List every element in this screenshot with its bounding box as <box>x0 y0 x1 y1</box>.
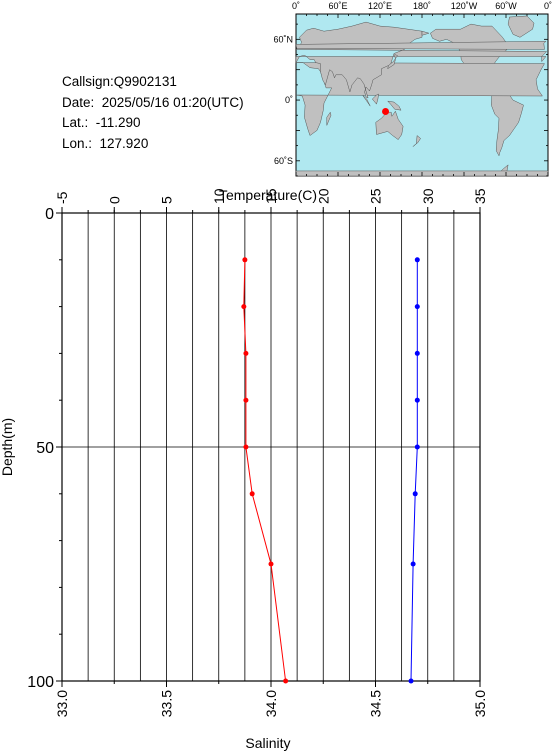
salinity-profile-line <box>410 259 418 682</box>
salinity-data-point <box>414 397 420 403</box>
temperature-tick-label: 5 <box>159 196 175 204</box>
africa-landmass <box>295 62 545 136</box>
map-latitude-label: 0˚ <box>285 95 293 105</box>
salinity-tick-label: 33.5 <box>159 690 175 717</box>
temperature-tick-label: 20 <box>315 188 331 204</box>
depth-tick-label: 100 <box>27 674 54 691</box>
map-latitude-label: 60˚N <box>273 34 293 44</box>
map-labels: 0˚ 60˚E 120˚E 180˚ 120˚W 60˚W 0˚ 60˚N 0˚ 60˚S <box>273 1 552 166</box>
new-zealand-landmass <box>412 134 421 147</box>
temperature-tick-label: 15 <box>263 188 279 204</box>
salinity-data-point <box>414 304 420 310</box>
madagascar-landmass <box>326 111 332 126</box>
temperature-data-point <box>243 397 249 403</box>
temperature-axis-label: Temperature(C) <box>219 187 317 203</box>
depth-tick-label: 0 <box>45 206 54 223</box>
temperature-tick-label: 0 <box>106 196 122 204</box>
temperature-tick-label: 25 <box>368 188 384 204</box>
map-longitude-label: 120˚E <box>368 1 392 11</box>
map-frame <box>295 14 549 177</box>
temperature-tick-label: -5 <box>54 191 70 204</box>
latitude-text: Lat.: -11.290 <box>62 115 141 130</box>
europe-asia-landmass <box>295 21 548 99</box>
salinity-data-point <box>412 491 418 497</box>
salinity-data-point <box>408 678 414 684</box>
date-text: Date: 2025/05/16 01:20(UTC) <box>62 94 244 110</box>
map-longitude-label: 0˚ <box>292 1 300 11</box>
map-longitude-label: 60˚E <box>328 1 347 11</box>
salinity-tick-label: 34.5 <box>368 690 384 717</box>
temperature-tick-label: 35 <box>472 188 488 204</box>
temperature-data-point <box>243 350 249 356</box>
location-map: 0˚ 60˚E 120˚E 180˚ 120˚W 60˚W 0˚ 60˚N 0˚ 60˚S <box>273 1 552 177</box>
map-longitude-label: 180˚ <box>413 1 431 11</box>
float-location-marker <box>382 107 390 115</box>
data-series <box>241 257 420 684</box>
profile-info: Callsign:Q9902131 Date: 2025/05/16 01:20… <box>62 72 244 154</box>
temperature-data-point <box>241 304 247 310</box>
borneo-landmass <box>371 93 379 105</box>
map-longitude-label: 60˚W <box>495 1 517 11</box>
longitude-text: Lon.: 127.920 <box>62 135 149 151</box>
salinity-tick-label: 34.0 <box>263 690 279 717</box>
temperature-tick-label: 10 <box>211 188 227 204</box>
salinity-tick-label: 33.0 <box>54 690 70 717</box>
depth-tick-label: 50 <box>36 440 54 457</box>
salinity-data-point <box>410 561 416 567</box>
temperature-data-point <box>249 491 255 497</box>
south-america-landmass <box>491 87 524 157</box>
depth-axis-label: Depth(m) <box>0 418 15 476</box>
salinity-data-point <box>414 444 420 450</box>
map-latitude-label: 60˚S <box>274 156 293 166</box>
temperature-profile-line <box>243 259 287 682</box>
temperature-data-point <box>242 257 248 263</box>
salinity-tick-label: 35.0 <box>472 690 488 717</box>
chukotka-landmass <box>421 30 430 36</box>
temperature-tick-label: 30 <box>420 188 436 204</box>
greenland-landmass <box>507 15 535 38</box>
map-longitude-label: 120˚W <box>451 1 478 11</box>
map-longitude-label: 0˚ <box>544 1 552 11</box>
salinity-axis-label: Salinity <box>245 735 290 751</box>
salinity-data-point <box>414 257 420 263</box>
uk-landmass <box>295 41 547 50</box>
temperature-data-point <box>283 678 289 684</box>
japan-landmass <box>387 54 398 70</box>
callsign-text: Callsign:Q9902131 <box>62 74 177 89</box>
new-guinea-landmass <box>387 100 402 111</box>
salinity-data-point <box>414 350 420 356</box>
temperature-data-point <box>268 561 274 567</box>
temperature-data-point <box>243 444 249 450</box>
borneo-sumatra-landmass <box>362 94 371 107</box>
